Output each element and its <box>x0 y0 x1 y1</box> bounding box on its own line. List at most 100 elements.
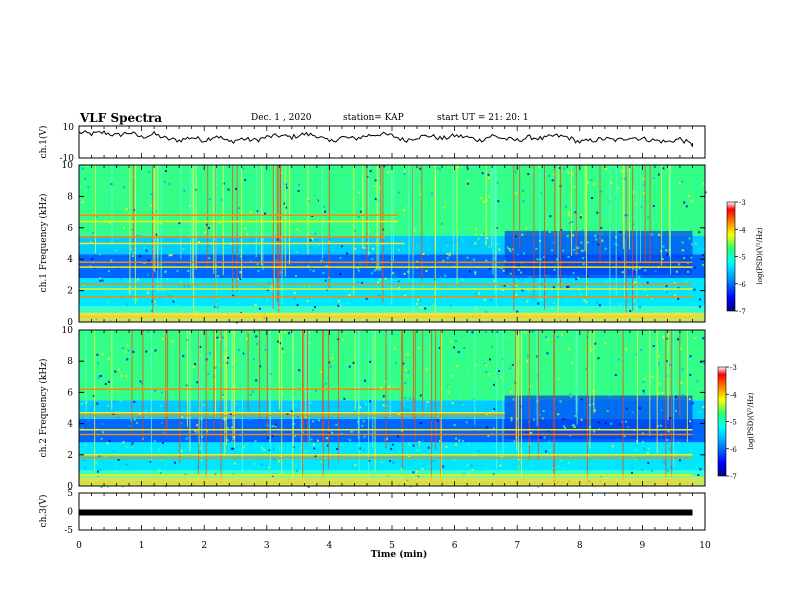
spectrogram-noise <box>176 386 179 388</box>
spectrogram-noise <box>369 400 371 403</box>
spectrogram-noise <box>331 345 334 348</box>
spectrogram-noise <box>303 392 306 395</box>
spectrogram-noise <box>548 441 551 444</box>
spectrogram-noise <box>609 360 612 363</box>
spectrogram-noise <box>314 306 316 309</box>
spectrogram-noise <box>363 435 366 438</box>
spectrogram-noise <box>398 450 401 453</box>
spectrogram-noise <box>108 305 110 308</box>
spectrogram-noise <box>179 280 182 283</box>
spectrogram-noise <box>386 208 389 211</box>
spectrogram-noise <box>640 348 643 351</box>
spectrogram-noise <box>417 443 420 446</box>
spectrogram-noise <box>158 469 161 472</box>
spectrogram-noise <box>571 362 574 365</box>
spectrogram-noise <box>169 233 172 236</box>
spectrogram-noise <box>267 179 270 182</box>
spectrogram-noise <box>287 212 290 214</box>
spectrogram-noise <box>662 335 665 338</box>
spectrogram-noise <box>661 372 664 375</box>
spectrogram-noise <box>161 337 164 340</box>
spectrogram-noise <box>593 183 596 185</box>
spectrogram-noise <box>383 416 386 419</box>
spectrogram-noise <box>665 249 668 252</box>
spectrogram-noise <box>573 295 576 298</box>
spectrogram-noise <box>185 206 188 209</box>
spectrogram-noise <box>162 307 165 310</box>
spectrogram-noise <box>246 233 249 236</box>
spectrogram-noise <box>227 356 230 359</box>
spectrogram-noise <box>511 248 514 251</box>
spectrogram-noise <box>677 441 680 444</box>
spectrogram-noise <box>158 263 161 266</box>
spectrogram-noise <box>288 332 290 335</box>
spectrogram-noise <box>663 461 666 464</box>
spectrogram-noise <box>641 440 644 443</box>
spectrogram-noise <box>436 419 439 422</box>
spectrogram-noise <box>147 273 150 276</box>
ch3-waveform-ylabel: ch.3(V) <box>38 495 49 528</box>
spectrogram-noise <box>126 358 129 361</box>
spectrogram-noise <box>145 350 148 353</box>
spectrogram-noise <box>114 465 117 468</box>
spectrogram-noise <box>136 278 139 281</box>
spectrogram-noise <box>665 438 668 441</box>
spectrogram-noise <box>90 241 92 244</box>
spectrogram-noise <box>374 269 377 272</box>
spectrogram-noise <box>246 337 248 340</box>
spectrogram-noise <box>304 450 307 453</box>
spectrogram-noise <box>686 206 689 209</box>
spectrogram-noise <box>104 383 107 385</box>
spectrogram-noise <box>450 366 453 369</box>
spectrogram-noise <box>91 211 94 213</box>
spectrogram-noise <box>642 380 645 383</box>
spectrogram-noise <box>307 485 310 488</box>
spectrogram-noise <box>466 256 469 259</box>
spectrogram-noise <box>485 426 488 429</box>
spectrogram-noise <box>133 173 136 176</box>
spectrogram-noise <box>577 276 580 279</box>
spectrogram-noise <box>106 442 109 445</box>
spectrogram-noise <box>563 425 565 428</box>
spectrogram-noise <box>162 431 165 434</box>
spectrogram-noise <box>583 299 586 302</box>
spectrogram-noise <box>475 296 478 299</box>
spectrogram-noise <box>485 259 488 262</box>
spectrogram-noise <box>427 446 430 449</box>
spectrogram-noise <box>606 410 609 413</box>
spectrogram-noise <box>99 277 102 280</box>
spectrogram-noise <box>614 341 617 344</box>
spectrogram-noise <box>644 289 647 292</box>
colorbar-tick-label: -7 <box>739 308 746 316</box>
spectrogram-noise <box>160 459 163 462</box>
spectrogram-noise <box>373 270 376 272</box>
spectrogram-noise <box>649 356 652 359</box>
spectrogram-noise <box>312 443 315 446</box>
spectrogram-noise <box>701 254 704 256</box>
spectrogram-noise <box>145 249 148 252</box>
spectrogram-noise <box>665 455 668 458</box>
spectrogram-noise <box>627 307 630 310</box>
spectrogram-noise <box>477 237 480 240</box>
spectrogram-noise <box>430 343 432 346</box>
spectrogram-noise <box>393 398 396 401</box>
spectrogram-noise <box>407 409 410 411</box>
spectrogram-noise <box>498 248 501 251</box>
spectrogram-noise <box>259 365 262 368</box>
spectrogram-noise <box>92 378 94 381</box>
spectrogram-noise <box>256 342 258 345</box>
spectrogram-noise <box>379 268 382 271</box>
spectrogram-noise <box>691 402 694 405</box>
spectrogram-noise <box>572 234 575 237</box>
spectrogram-noise <box>160 391 163 394</box>
spectrogram-noise <box>297 305 300 308</box>
spectrogram-noise <box>635 448 638 451</box>
spectrogram-noise <box>678 181 681 184</box>
ch2-frequency-tick-label: 6 <box>67 388 73 398</box>
spectrogram-noise <box>681 241 684 244</box>
spectrogram-noise <box>340 302 343 305</box>
colorbar-tick-label: -7 <box>730 473 737 481</box>
spectrogram-noise <box>273 458 276 461</box>
spectrogram-noise <box>495 446 498 449</box>
